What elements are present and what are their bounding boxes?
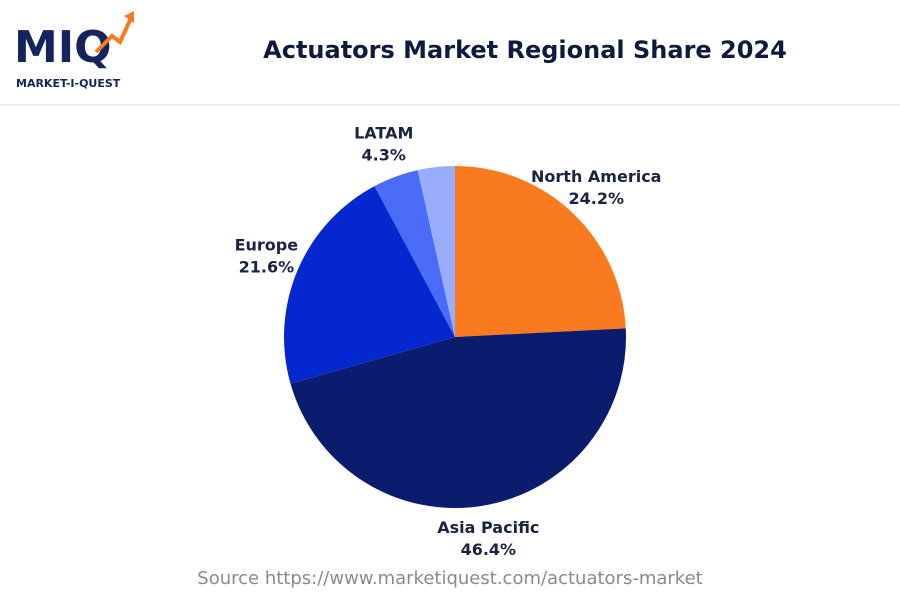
slice-label: LATAM [354, 123, 413, 142]
value-label: 24.2% [569, 189, 625, 208]
pie-slice [290, 328, 626, 509]
value-label: 4.3% [362, 145, 406, 164]
chart-title: Actuators Market Regional Share 2024 [263, 36, 787, 64]
logo-mark: MIQ [14, 22, 112, 73]
pie-slice [455, 166, 626, 337]
pie-slice [374, 170, 455, 337]
slice-label: Europe [235, 235, 299, 254]
slice-label: Asia Pacific [437, 518, 539, 537]
logo-tagline: MARKET-I-QUEST [16, 77, 121, 90]
pie-slice [284, 186, 455, 384]
logo-arrow [94, 15, 134, 54]
logo: MIQ MARKET-I-QUEST [14, 11, 134, 90]
pie: North America 24.2% Asia Pacific 46.4% Europ… [235, 123, 662, 558]
value-label: 46.4% [461, 540, 517, 559]
pie-slice [417, 166, 455, 337]
slice-label: North America [531, 167, 661, 186]
value-label: 21.6% [239, 257, 295, 276]
source: Source https://www.marketiquest.com/actu… [197, 568, 702, 589]
logo-arrow-head [124, 11, 134, 23]
